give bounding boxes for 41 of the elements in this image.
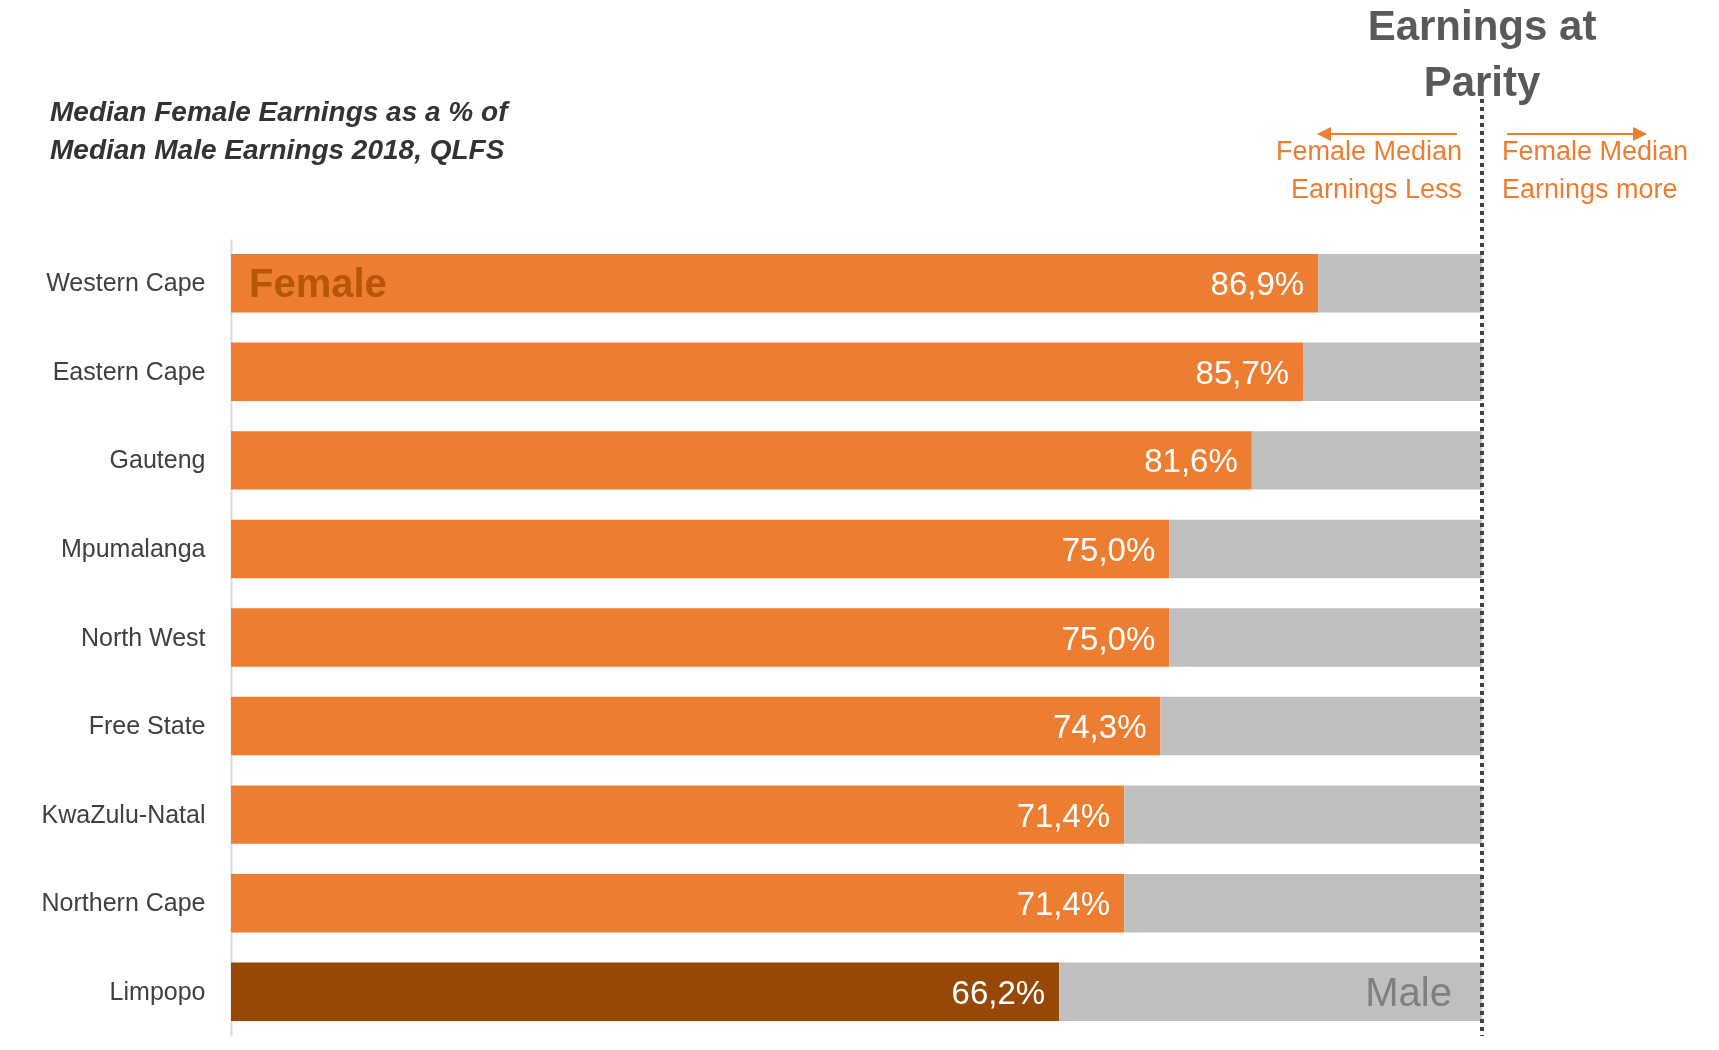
data-label: 81,6% <box>1144 442 1238 480</box>
bar <box>231 696 1161 756</box>
text: Female Median Earnings Less <box>1275 136 1462 204</box>
y-tick-label: North West <box>80 622 206 651</box>
bar <box>231 431 1252 490</box>
bar <box>231 785 1125 844</box>
data-label: 75,0% <box>1061 619 1156 657</box>
data-label: 74,3% <box>1052 708 1147 746</box>
y-tick-label: Northern Cape <box>41 888 206 917</box>
bar <box>1251 431 1482 490</box>
bar <box>1169 608 1482 667</box>
bar <box>1169 519 1482 579</box>
series-label: Male <box>1365 969 1452 1014</box>
data-label: 85,7% <box>1195 353 1290 391</box>
data-label: 71,4% <box>1016 796 1111 834</box>
y-tick-label: Eastern Cape <box>52 356 206 385</box>
ref-line-label: Earnings at Parity <box>1367 2 1597 105</box>
bar <box>1318 254 1482 313</box>
bar <box>231 254 1319 313</box>
text: Female Median Earnings more <box>1502 136 1689 204</box>
bar <box>231 873 1125 933</box>
y-tick-label: Free State <box>88 711 206 740</box>
chart-title: Median Female Earnings as a % of Median Male Earnings 2018, QLFS <box>50 96 511 165</box>
data-label: 66,2% <box>951 973 1046 1011</box>
bar <box>231 519 1170 579</box>
data-label: 75,0% <box>1061 530 1156 568</box>
data-label: 86,9% <box>1210 265 1305 303</box>
bar <box>231 962 1060 1021</box>
y-tick-label: Mpumalanga <box>60 533 206 562</box>
bar <box>231 608 1170 667</box>
bar <box>1160 696 1482 756</box>
bar <box>1303 342 1482 402</box>
y-tick-label: Limpopo <box>109 976 206 1005</box>
data-label: 71,4% <box>1016 885 1111 923</box>
y-tick-label: Gauteng <box>109 445 206 474</box>
bar <box>1124 873 1482 933</box>
bar <box>1124 785 1482 844</box>
bar <box>1059 962 1482 1021</box>
y-tick-label: Western Cape <box>46 268 206 297</box>
bar <box>231 342 1304 402</box>
y-tick-label: KwaZulu-Natal <box>41 799 206 828</box>
